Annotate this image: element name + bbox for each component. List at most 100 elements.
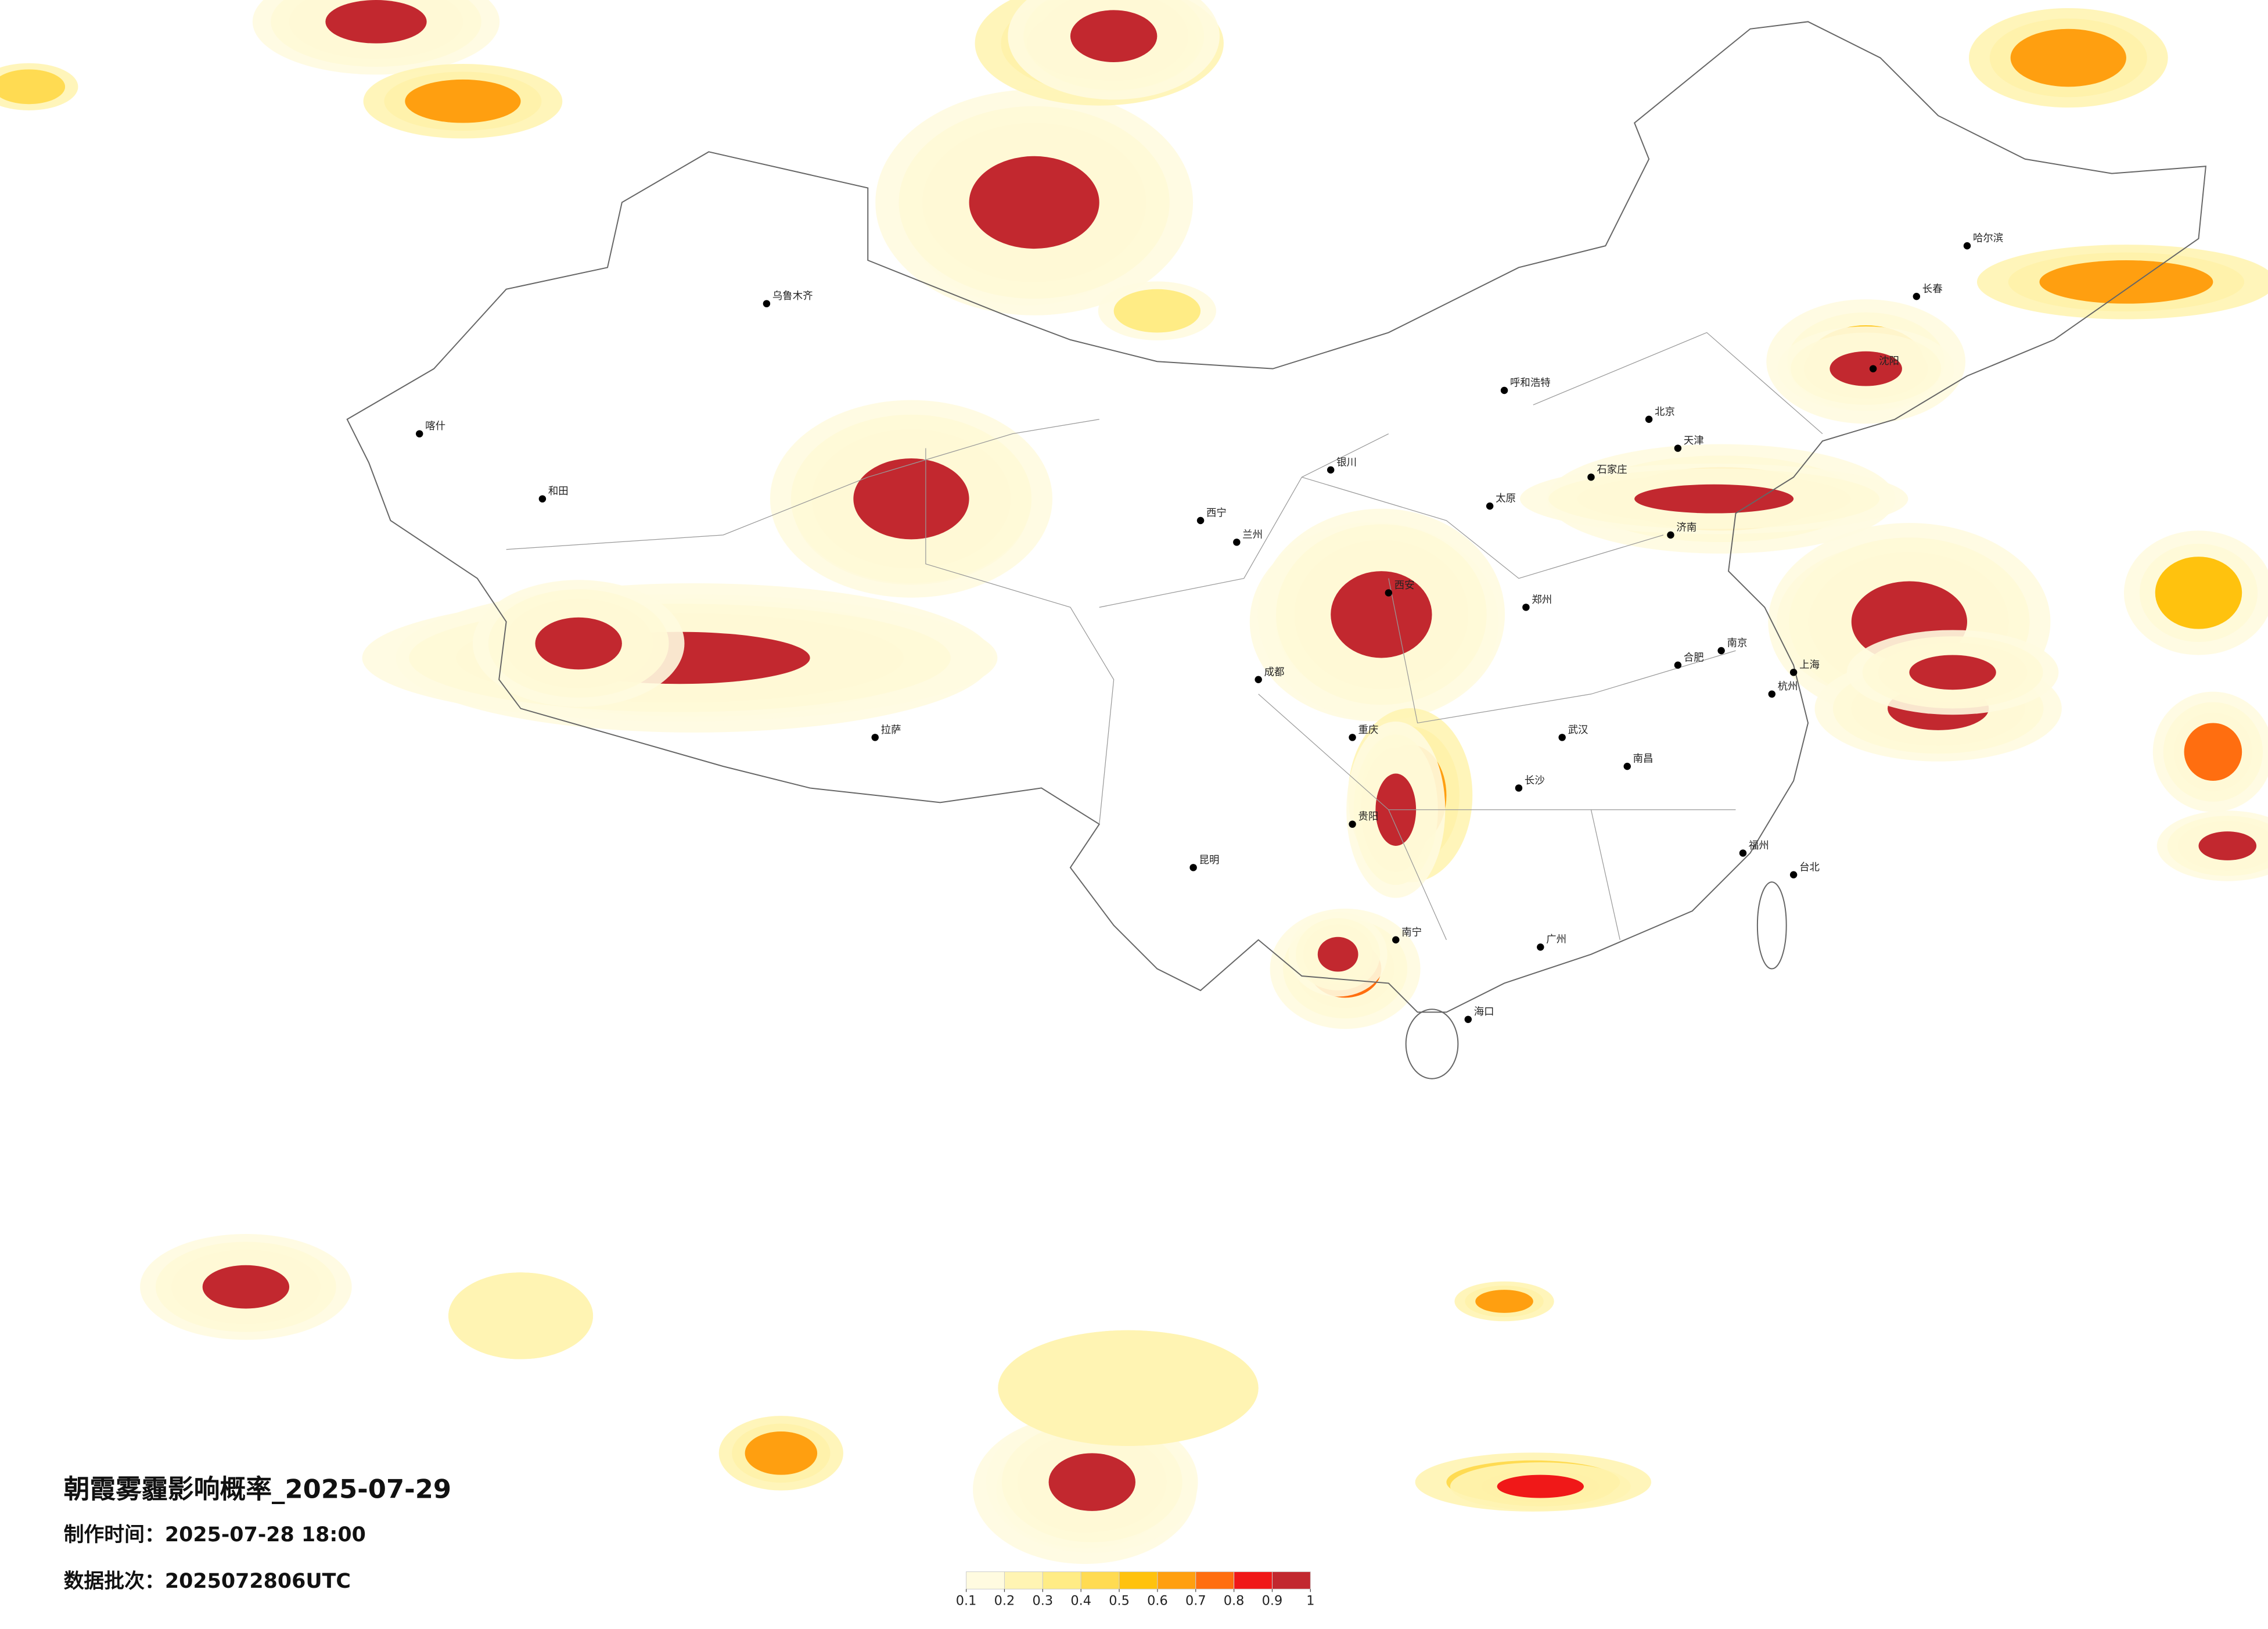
- probability-area: [1113, 289, 1201, 333]
- city-label: 兰州: [1242, 529, 1263, 541]
- city-label: 哈尔滨: [1973, 233, 2003, 245]
- legend-tick-label: 0.3: [1033, 1594, 1054, 1609]
- probability-area: [1331, 571, 1432, 658]
- legend-tick-label: 0.2: [994, 1594, 1015, 1609]
- probability-area: [745, 1431, 818, 1475]
- probability-area: [1048, 1453, 1135, 1511]
- city-label: 贵阳: [1358, 811, 1379, 823]
- city-dot: [1196, 516, 1205, 525]
- city-label: 长春: [1922, 284, 1943, 295]
- probability-area: [325, 0, 427, 44]
- legend-swatch: [966, 1571, 1005, 1589]
- city-dot: [1768, 690, 1776, 698]
- province-borders: [506, 332, 1823, 941]
- city-label: 银川: [1336, 457, 1357, 468]
- city-dot: [1349, 820, 1356, 828]
- legend-swatch: [1271, 1571, 1311, 1589]
- city-dot: [1349, 734, 1356, 741]
- city-dot: [1486, 502, 1494, 510]
- city-dot: [1558, 734, 1566, 741]
- city-dot: [1789, 669, 1798, 676]
- city-dot: [1674, 444, 1682, 452]
- legend-tick-label: 0.5: [1109, 1594, 1130, 1609]
- city-dot: [1515, 784, 1523, 792]
- legend-swatch: [1234, 1571, 1273, 1589]
- city-label: 成都: [1264, 666, 1285, 678]
- city-label: 重庆: [1358, 724, 1379, 736]
- city-dot: [538, 495, 547, 503]
- probability-area: [1070, 10, 1158, 63]
- probability-area: [2039, 260, 2213, 304]
- city-dot: [1623, 762, 1631, 770]
- city-label: 福州: [1749, 840, 1769, 852]
- legend-tick-label: 0.8: [1224, 1594, 1245, 1609]
- city-dot: [1963, 242, 1971, 250]
- city-label: 天津: [1684, 435, 1704, 447]
- city-dot: [1522, 604, 1530, 611]
- probability-area: [1830, 351, 1902, 386]
- city-dot: [1255, 676, 1262, 683]
- legend-tick-label: 1: [1306, 1594, 1314, 1609]
- probability-area: [448, 1272, 594, 1359]
- probability-area: [998, 1330, 1259, 1446]
- legend-swatch: [1195, 1571, 1235, 1589]
- city-dot: [1645, 415, 1653, 423]
- probability-area: [1497, 1474, 1584, 1498]
- legend-swatch: [1080, 1571, 1120, 1589]
- city-dot: [1189, 864, 1197, 871]
- city-dot: [1913, 293, 1921, 300]
- city-label: 郑州: [1532, 594, 1552, 606]
- probability-area: [405, 79, 521, 123]
- legend-swatch: [1157, 1571, 1196, 1589]
- probability-area: [853, 458, 969, 540]
- city-label: 昆明: [1199, 855, 1220, 866]
- probability-area: [1317, 937, 1358, 972]
- probability-area: [202, 1265, 290, 1309]
- city-dot: [1233, 539, 1241, 546]
- city-label: 武汉: [1568, 724, 1588, 736]
- map-title: 朝霞雾霾影响概率_2025-07-29: [64, 1474, 452, 1505]
- taiwan-outline: [1756, 881, 1787, 970]
- legend-tick-label: 0.1: [956, 1594, 977, 1609]
- city-dot: [1717, 647, 1725, 655]
- city-label: 济南: [1676, 522, 1696, 533]
- china-outline: [346, 21, 2207, 1013]
- city-label: 南昌: [1633, 753, 1654, 765]
- probability-area: [1909, 655, 1996, 690]
- probability-area: [2184, 723, 2242, 781]
- legend-swatch: [1042, 1571, 1081, 1589]
- city-dot: [1869, 365, 1877, 372]
- city-label: 上海: [1799, 659, 1820, 671]
- city-dot: [871, 734, 879, 741]
- probability-area: [2010, 28, 2126, 87]
- probability-area: [2155, 557, 2242, 629]
- city-label: 喀什: [425, 421, 445, 432]
- city-label: 和田: [548, 486, 569, 497]
- legend-tick-label: 0.4: [1070, 1594, 1091, 1609]
- city-dot: [415, 430, 423, 437]
- legend-swatch: [1004, 1571, 1043, 1589]
- city-label: 长沙: [1525, 775, 1545, 787]
- legend-tick-label: 0.9: [1262, 1594, 1283, 1609]
- probability-area: [1634, 484, 1794, 514]
- city-dot: [1327, 466, 1335, 474]
- legend-tick-label: 0.6: [1147, 1594, 1168, 1609]
- data-batch: 数据批次：2025072806UTC: [64, 1570, 351, 1593]
- made-time: 制作时间：2025-07-28 18:00: [64, 1523, 366, 1547]
- legend: 0.1 0.2 0.3 0.4 0.5 0.6 0.7 0.8 0.9 1: [956, 1571, 1314, 1609]
- city-label: 北京: [1655, 406, 1675, 418]
- city-label: 呼和浩特: [1510, 378, 1551, 389]
- city-label: 南宁: [1401, 927, 1422, 938]
- city-label: 拉萨: [881, 724, 901, 736]
- city-label: 南京: [1727, 638, 1748, 650]
- city-dot: [1674, 661, 1682, 669]
- city-dot: [1500, 386, 1508, 394]
- city-dot: [1739, 849, 1747, 857]
- probability-areas: [0, 0, 2268, 1564]
- hainan-outline: [1405, 1009, 1459, 1079]
- city-label: 太原: [1496, 493, 1516, 505]
- probability-area: [969, 156, 1099, 249]
- city-dot: [763, 300, 771, 307]
